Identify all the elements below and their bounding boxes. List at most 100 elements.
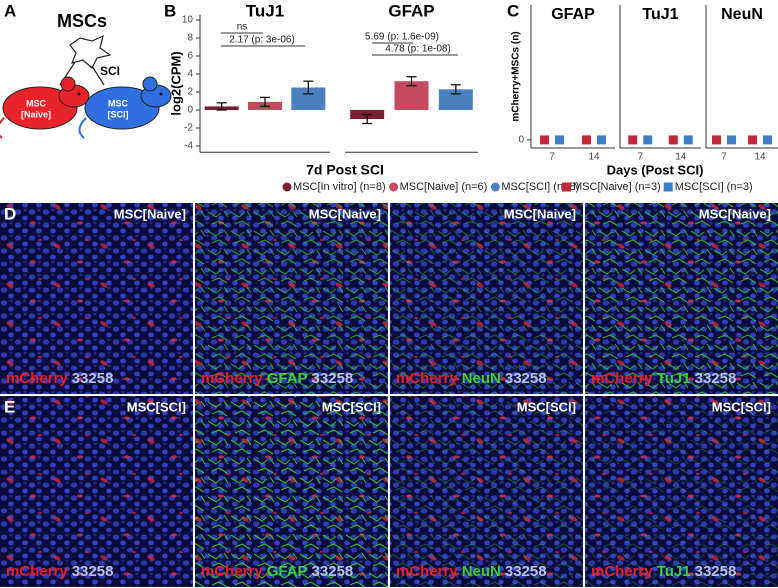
stain-label: mCherry <box>6 370 68 387</box>
point <box>643 135 653 145</box>
significance-label: ns <box>237 22 248 33</box>
legend-swatch <box>663 182 673 192</box>
green-signal <box>585 396 778 587</box>
legend-label: MSC[SCI] (n=3) <box>675 181 753 193</box>
stain-label: mCherry <box>396 370 458 387</box>
point <box>555 135 564 145</box>
mcherry-signal <box>0 203 193 394</box>
image-tag: MSC[SCI] <box>517 399 576 414</box>
stain-label: NeuN <box>462 563 501 580</box>
image-tag: MSC[Naive] <box>309 206 381 221</box>
mouse-ear <box>60 76 76 92</box>
mouse-eye <box>159 92 163 96</box>
x-tick-label: 7 <box>637 152 643 163</box>
stain-label: 33258 <box>505 563 547 580</box>
legend-label: MSC[SCI] (n=8) <box>501 181 579 193</box>
stain-label: mCherry <box>6 563 68 580</box>
point <box>727 135 736 145</box>
stain-label: mCherry <box>396 563 458 580</box>
facet-title: NeuN <box>721 6 763 23</box>
y-tick-label: 6 <box>187 51 193 62</box>
green-signal <box>195 396 388 587</box>
mouse-label: MSC <box>108 98 129 108</box>
stain-label: 33258 <box>312 370 354 387</box>
legend-swatch <box>389 182 399 192</box>
panel-label: C <box>507 1 519 20</box>
y-tick-label: -4 <box>184 141 193 152</box>
point <box>582 135 591 145</box>
panel-label: D <box>4 204 16 223</box>
mouse-body <box>84 86 160 130</box>
y-axis-label: log2(CPM) <box>168 51 183 115</box>
green-signal <box>195 203 388 394</box>
cell-icon <box>69 34 112 69</box>
significance-label: 4.78 (p: 1e-08) <box>385 44 451 55</box>
mcherry-signal <box>0 396 193 587</box>
stain-label: 33258 <box>72 563 114 580</box>
stain-label: 33258 <box>505 370 547 387</box>
y-tick-label: 10 <box>182 15 194 26</box>
point <box>748 135 757 145</box>
significance-label: 2.17 (p: 3e-06) <box>229 35 295 46</box>
y-tick-label: 4 <box>187 69 193 80</box>
x-tick-label: 14 <box>675 152 687 163</box>
image-tag: MSC[Naive] <box>699 206 771 221</box>
facet-title: GFAP <box>551 6 595 23</box>
green-signal <box>390 203 583 394</box>
stain-label: NeuN <box>462 370 501 387</box>
facet-title: TuJ1 <box>642 6 678 23</box>
point <box>712 135 721 145</box>
y-tick-label: -2 <box>184 123 193 134</box>
y-tick-label: 0 <box>187 105 193 116</box>
mouse-eye <box>77 92 81 96</box>
x-tick-label: 14 <box>588 152 600 163</box>
green-signal <box>390 396 583 587</box>
point <box>668 135 678 145</box>
y-tick-label: 2 <box>187 87 193 98</box>
legend-swatch <box>562 182 571 192</box>
mouse-label: [Naive] <box>21 109 51 119</box>
x-axis-label: Days (Post SCI) <box>607 162 704 177</box>
point <box>763 135 772 145</box>
green-signal <box>585 203 778 394</box>
stain-label: 33258 <box>695 370 737 387</box>
stain-label: GFAP <box>267 563 308 580</box>
stain-label: mCherry <box>591 370 653 387</box>
legend-label: MSC[In vitro] (n=8) <box>293 181 386 193</box>
stain-label: GFAP <box>267 370 308 387</box>
tail <box>0 117 5 139</box>
arrow-label: SCI <box>100 64 120 78</box>
image-tag: MSC[SCI] <box>127 399 186 414</box>
stain-label: TuJ1 <box>657 370 691 387</box>
facet-title: GFAP <box>388 1 434 20</box>
legend-swatch <box>282 182 292 192</box>
image-tag: MSC[SCI] <box>322 399 381 414</box>
bar <box>438 89 473 110</box>
y-tick-label: 8 <box>187 33 193 44</box>
significance-label: 5.69 (p: 1.6e-09) <box>365 32 439 43</box>
panel-label: B <box>164 1 176 20</box>
mouse-label: MSC <box>26 98 47 108</box>
legend-label: MSC[Naive] (n=6) <box>400 181 488 193</box>
mouse-ear <box>142 76 158 92</box>
stain-label: 33258 <box>72 370 114 387</box>
stain-label: 33258 <box>695 563 737 580</box>
stain-label: 33258 <box>312 563 354 580</box>
legend-swatch <box>490 182 500 192</box>
mouse-body <box>2 86 78 130</box>
facet-title: TuJ1 <box>246 1 284 20</box>
chart-title: 7d Post SCI <box>306 162 384 178</box>
y-tick-label: 0 <box>518 135 524 146</box>
panel-label: A <box>4 1 16 20</box>
panel-a-title: MSCs <box>57 11 107 31</box>
point <box>597 135 606 145</box>
image-tag: MSC[Naive] <box>504 206 576 221</box>
bar <box>291 87 326 110</box>
point <box>683 135 693 145</box>
image-tag: MSC[Naive] <box>114 206 186 221</box>
panel-label: E <box>4 397 15 416</box>
stain-label: mCherry <box>201 563 263 580</box>
image-tag: MSC[SCI] <box>712 399 771 414</box>
